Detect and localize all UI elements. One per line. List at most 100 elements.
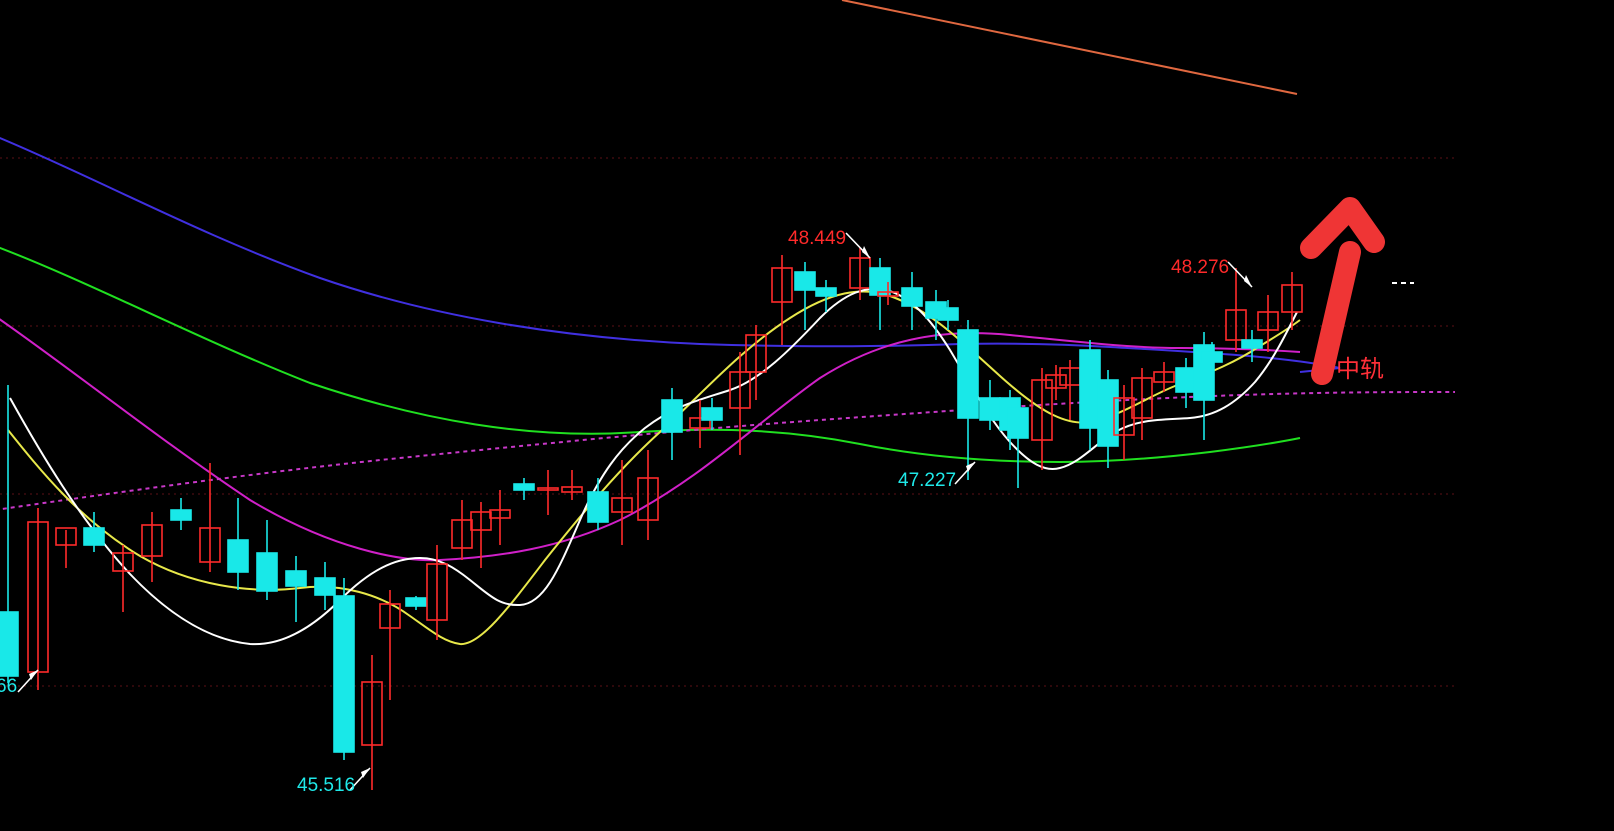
candlestick[interactable] — [1193, 332, 1215, 440]
candlestick[interactable] — [112, 545, 134, 612]
candlestick[interactable] — [1079, 340, 1101, 450]
candle-body — [745, 334, 767, 373]
candle-body — [426, 563, 448, 621]
price-label-low-clipped: 66 — [0, 676, 18, 697]
candlestick[interactable] — [1031, 368, 1053, 470]
candle-body — [489, 509, 511, 519]
candlestick[interactable] — [83, 512, 105, 552]
arrow-clipped-66-head — [29, 670, 38, 680]
candle-body — [141, 524, 163, 557]
candlestick[interactable] — [0, 385, 19, 683]
candlestick[interactable] — [1241, 330, 1263, 362]
candlestick[interactable] — [771, 255, 793, 345]
candlestick[interactable] — [314, 562, 336, 610]
candlestick[interactable] — [333, 578, 355, 760]
price-label-high-48449: 48.449 — [788, 228, 847, 249]
candle-body — [0, 611, 19, 677]
candlestick[interactable] — [256, 520, 278, 600]
candlestick[interactable] — [405, 596, 427, 610]
candle-body — [361, 681, 383, 746]
candlestick[interactable] — [815, 280, 837, 312]
drawn-up-arrow-icon — [1300, 197, 1385, 385]
arrow-48449-head — [862, 246, 870, 258]
candlestick[interactable] — [1045, 365, 1067, 400]
candle-body — [1031, 379, 1053, 441]
candle-body — [285, 570, 307, 587]
arrow-48276-head — [1244, 275, 1252, 287]
candlestick[interactable] — [227, 498, 249, 590]
candlestick[interactable] — [285, 556, 307, 622]
candlestick[interactable] — [1201, 342, 1223, 380]
candlestick[interactable] — [489, 490, 511, 545]
time-axis-pane[interactable]: :33:34:35:36:37:38:39:40:41:42:43:44:45:… — [1455, 0, 1614, 831]
candlestick[interactable] — [1113, 385, 1135, 460]
candlestick[interactable] — [661, 388, 683, 460]
candle-body — [1175, 367, 1197, 393]
candle-body — [451, 519, 473, 549]
candlestick[interactable] — [361, 655, 383, 790]
candlestick[interactable] — [745, 325, 767, 400]
candle-body — [83, 527, 105, 546]
candle-body — [937, 307, 959, 321]
candlestick[interactable] — [1175, 358, 1197, 408]
candle-body — [877, 291, 899, 297]
price-label-high-48276: 48.276 — [1171, 257, 1230, 278]
ma-green-line — [0, 246, 1301, 464]
grid-lines — [0, 157, 1455, 687]
candle-body — [537, 487, 559, 491]
candle-body — [27, 521, 49, 673]
chart-plot-area[interactable] — [0, 0, 1455, 831]
candlestick[interactable] — [27, 508, 49, 690]
band-label-middle: 中轨 — [1336, 355, 1384, 383]
candlestick[interactable] — [637, 450, 659, 540]
candlesticks[interactable] — [0, 248, 1303, 790]
candlestick[interactable] — [1097, 370, 1119, 468]
candle-body — [979, 397, 1001, 421]
candlestick[interactable] — [55, 527, 77, 568]
candle-body — [729, 371, 751, 409]
arrow-45516-head — [361, 768, 370, 778]
candle-body — [587, 491, 609, 523]
candlestick[interactable] — [561, 470, 583, 500]
candlestick[interactable] — [513, 478, 535, 500]
candlestick[interactable] — [877, 282, 899, 305]
candlestick[interactable] — [1281, 272, 1303, 330]
candlestick[interactable] — [199, 463, 221, 572]
candlestick[interactable] — [979, 380, 1001, 430]
candlestick[interactable] — [426, 545, 448, 640]
candlestick[interactable] — [701, 398, 723, 430]
candle-body — [1241, 339, 1263, 349]
candlestick[interactable] — [537, 470, 559, 515]
candlestick[interactable] — [957, 320, 979, 480]
candlestick[interactable] — [470, 502, 492, 568]
candlestick[interactable] — [901, 272, 923, 330]
candlestick[interactable] — [451, 500, 473, 560]
candlestick[interactable] — [869, 258, 891, 330]
candlestick[interactable] — [937, 300, 959, 330]
candlestick[interactable] — [379, 590, 401, 700]
candlestick[interactable] — [170, 498, 192, 530]
candlestick[interactable] — [1059, 360, 1081, 420]
candlestick[interactable] — [141, 512, 163, 582]
candlestick[interactable] — [1153, 362, 1175, 392]
candle-body — [637, 477, 659, 521]
candlestick[interactable] — [729, 352, 751, 455]
candle-body — [199, 527, 221, 563]
candle-body — [470, 511, 492, 531]
candlestick[interactable] — [611, 460, 633, 545]
candlestick[interactable] — [587, 478, 609, 530]
candle-body — [1281, 284, 1303, 313]
candlestick[interactable] — [1257, 295, 1279, 352]
candle-body — [333, 595, 355, 753]
candlestick[interactable] — [1131, 368, 1153, 440]
arrow-47227-head — [966, 462, 975, 472]
trend-line-orange — [841, 0, 1298, 95]
candle-body — [661, 399, 683, 433]
candlestick[interactable] — [689, 400, 711, 448]
candle-body — [794, 271, 816, 291]
candlestick[interactable] — [794, 262, 816, 330]
candle-body — [869, 267, 891, 296]
candle-body — [957, 329, 979, 419]
candlestick[interactable] — [1007, 398, 1029, 488]
candlestick[interactable] — [1225, 268, 1247, 352]
